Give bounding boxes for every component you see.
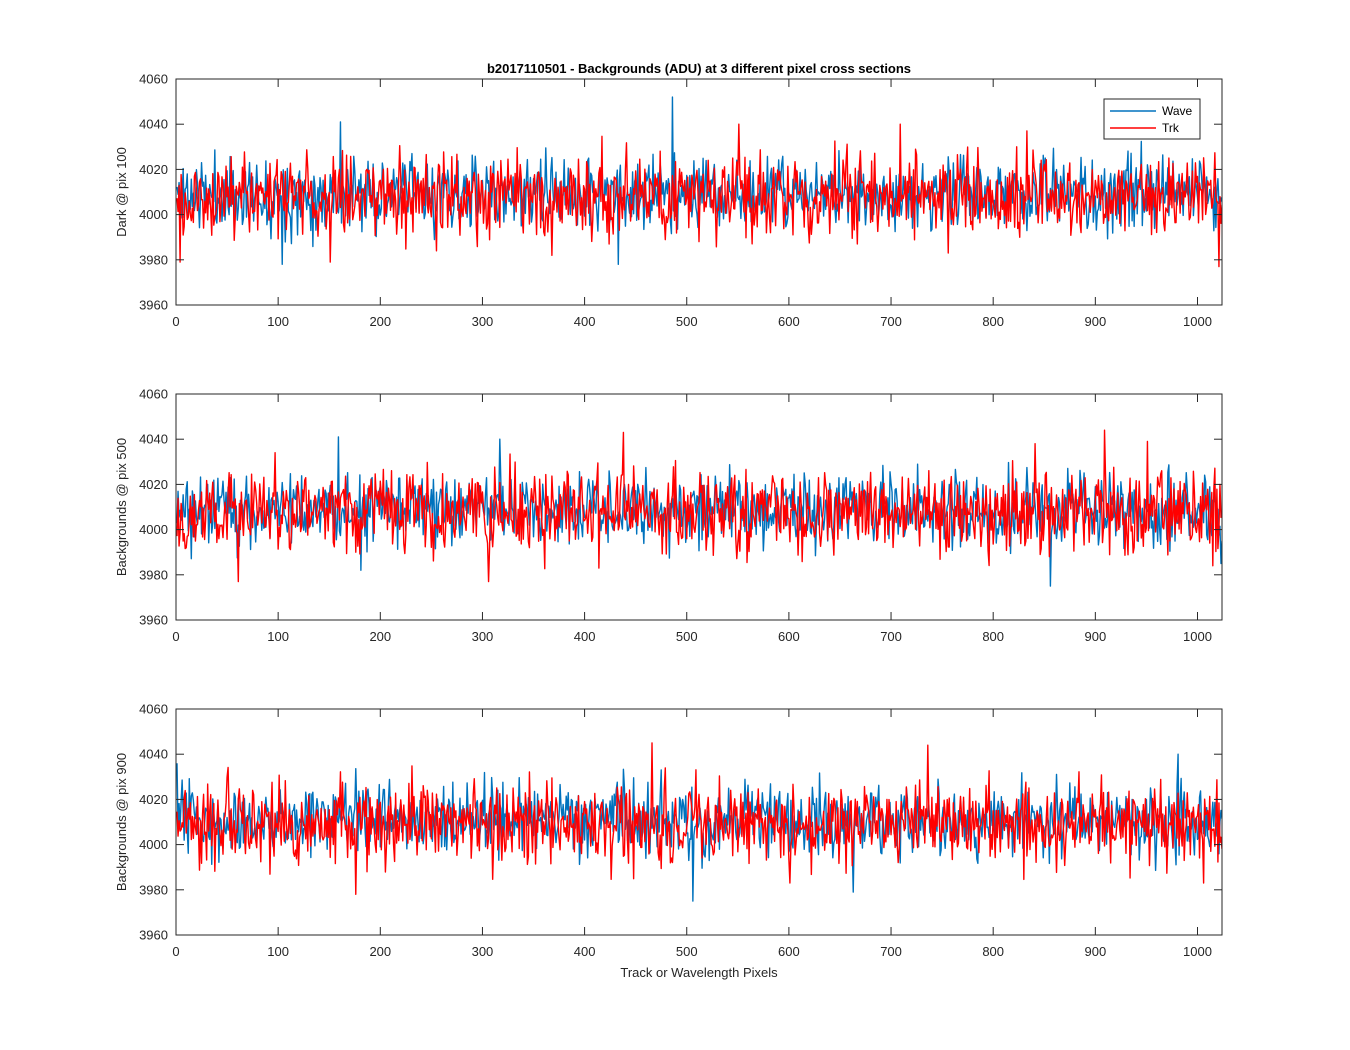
y-tick-label: 4020	[139, 477, 168, 492]
y-axis-label: Dark @ pix 100	[114, 147, 129, 237]
x-tick-label: 300	[472, 629, 494, 644]
x-tick-label: 800	[982, 944, 1004, 959]
y-tick-label: 4000	[139, 522, 168, 537]
x-tick-label: 900	[1084, 629, 1106, 644]
x-axis-label: Track or Wavelength Pixels	[620, 965, 778, 980]
y-tick-label: 4000	[139, 837, 168, 852]
x-tick-label: 500	[676, 944, 698, 959]
x-tick-label: 100	[267, 629, 289, 644]
x-tick-label: 200	[369, 629, 391, 644]
x-tick-label: 1000	[1183, 629, 1212, 644]
legend-label-wave: Wave	[1162, 104, 1193, 118]
y-tick-label: 4000	[139, 207, 168, 222]
y-tick-label: 3980	[139, 567, 168, 582]
y-tick-label: 3960	[139, 928, 168, 943]
y-tick-label: 4020	[139, 162, 168, 177]
y-axis-label: Backgrounds @ pix 900	[114, 753, 129, 891]
x-tick-label: 400	[574, 314, 596, 329]
subplot-backgrounds-pix-900: 0 100 200 300 400 500 600 700 800 900 1000 3960 3980…	[114, 702, 1223, 959]
legend-label-trk: Trk	[1162, 121, 1180, 135]
y-tick-label: 4020	[139, 792, 168, 807]
subplot-backgrounds-pix-500: 0 100 200 300 400 500 600 700 800 900 1000 3960 3980…	[114, 387, 1223, 644]
y-tick-label: 4060	[139, 387, 168, 402]
series-line-trk	[176, 429, 1222, 583]
x-tick-label: 300	[472, 314, 494, 329]
x-tick-label: 100	[267, 944, 289, 959]
x-tick-label: 500	[676, 314, 698, 329]
series-line-trk	[176, 742, 1222, 896]
x-tick-label: 700	[880, 944, 902, 959]
y-tick-label: 4060	[139, 702, 168, 717]
y-tick-label: 4060	[139, 72, 168, 87]
x-tick-label: 700	[880, 629, 902, 644]
x-tick-label: 500	[676, 629, 698, 644]
x-tick-label: 600	[778, 629, 800, 644]
axes-box	[175, 393, 1223, 621]
x-tick-label: 200	[369, 314, 391, 329]
y-tick-label: 3980	[139, 252, 168, 267]
x-tick-label: 600	[778, 314, 800, 329]
x-tick-label: 300	[472, 944, 494, 959]
x-tick-label: 200	[369, 944, 391, 959]
series-line-trk	[176, 123, 1222, 268]
x-tick-label: 600	[778, 944, 800, 959]
x-tick-label: 0	[172, 629, 179, 644]
x-tick-label: 700	[880, 314, 902, 329]
x-tick-label: 0	[172, 944, 179, 959]
y-tick-label: 4040	[139, 432, 168, 447]
x-tick-label: 400	[574, 944, 596, 959]
x-tick-label: 1000	[1183, 314, 1212, 329]
axes-box	[175, 708, 1223, 936]
x-tick-label: 800	[982, 629, 1004, 644]
x-tick-label: 0	[172, 314, 179, 329]
y-tick-label: 4040	[139, 747, 168, 762]
x-tick-label: 1000	[1183, 944, 1212, 959]
x-tick-label: 900	[1084, 944, 1106, 959]
series-line-wave	[176, 436, 1222, 587]
y-tick-label: 3980	[139, 882, 168, 897]
x-tick-label: 900	[1084, 314, 1106, 329]
subplot-dark-pix-100: 0 100 200 300 400 500 600 700 800 900 1000 3960 3980…	[114, 72, 1223, 329]
x-tick-label: 100	[267, 314, 289, 329]
x-tick-label: 400	[574, 629, 596, 644]
figure-title: b2017110501 - Backgrounds (ADU) at 3 dif…	[487, 61, 911, 76]
y-axis-label: Backgrounds @ pix 500	[114, 438, 129, 576]
y-tick-label: 4040	[139, 117, 168, 132]
x-tick-label: 800	[982, 314, 1004, 329]
y-tick-label: 3960	[139, 613, 168, 628]
legend: Wave Trk	[1103, 98, 1201, 140]
y-tick-label: 3960	[139, 298, 168, 313]
axes-box	[175, 78, 1223, 306]
legend-box	[1103, 98, 1201, 140]
